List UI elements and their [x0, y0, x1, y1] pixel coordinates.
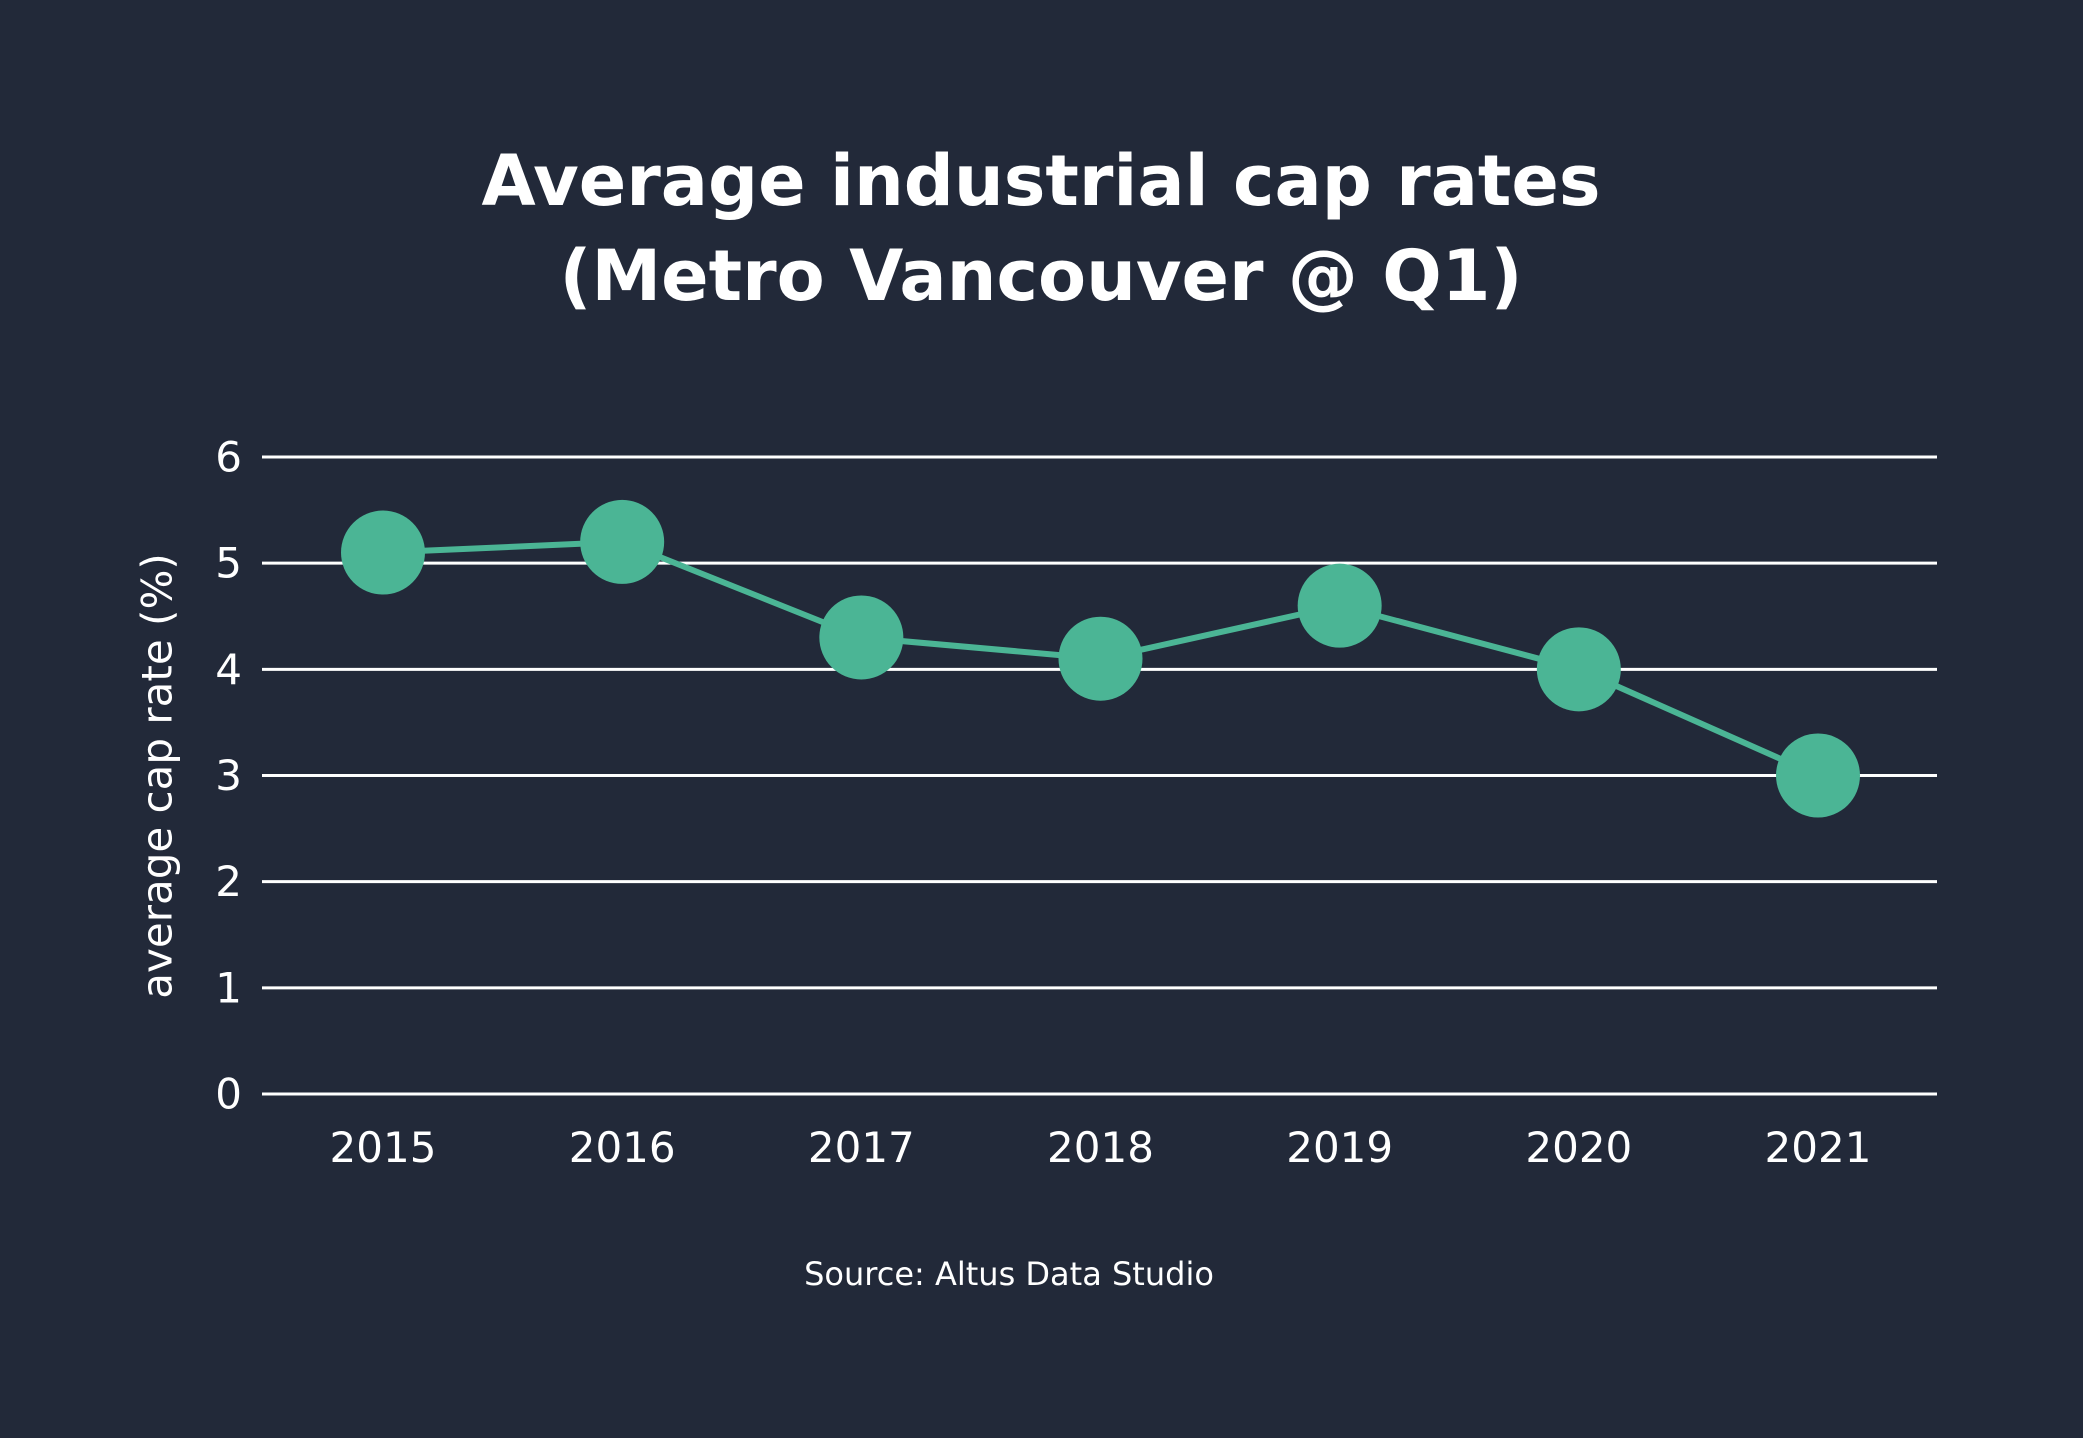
data-point-2016	[580, 499, 665, 584]
series-layer	[341, 499, 1860, 818]
data-point-2020	[1536, 627, 1621, 712]
source-label: Source: Altus Data Studio	[804, 1255, 1214, 1293]
x-tick-label: 2015	[330, 1123, 437, 1172]
y-tick-label: 5	[215, 539, 242, 588]
chart-title-line-1: Average industrial cap rates	[481, 140, 1600, 222]
x-tick-label: 2017	[808, 1123, 915, 1172]
y-tick-label: 2	[215, 857, 242, 906]
data-point-2018	[1058, 616, 1143, 701]
x-tick-label: 2020	[1525, 1123, 1632, 1172]
y-tick-label: 1	[215, 963, 242, 1012]
x-tick-label: 2021	[1765, 1123, 1872, 1172]
y-tick-label: 6	[215, 433, 242, 482]
y-axis-ticks: 0 1 2 3 4 5 6	[215, 433, 242, 1119]
data-point-2015	[341, 510, 425, 595]
x-tick-label: 2019	[1286, 1123, 1393, 1172]
x-tick-label: 2016	[569, 1123, 676, 1172]
y-tick-label: 0	[215, 1070, 242, 1119]
x-axis-ticks: 2015 2016 2017 2018 2019 2020 2021	[330, 1123, 1872, 1172]
y-tick-label: 4	[215, 645, 242, 694]
data-point-2021	[1776, 733, 1860, 818]
data-point-2017	[819, 595, 904, 680]
chart-title-line-2: (Metro Vancouver @ Q1)	[560, 235, 1523, 317]
y-axis-label: average cap rate (%)	[133, 553, 182, 998]
y-tick-label: 3	[215, 751, 242, 800]
gridlines	[262, 455, 1937, 1096]
x-tick-label: 2018	[1047, 1123, 1154, 1172]
data-point-2019	[1297, 563, 1382, 648]
